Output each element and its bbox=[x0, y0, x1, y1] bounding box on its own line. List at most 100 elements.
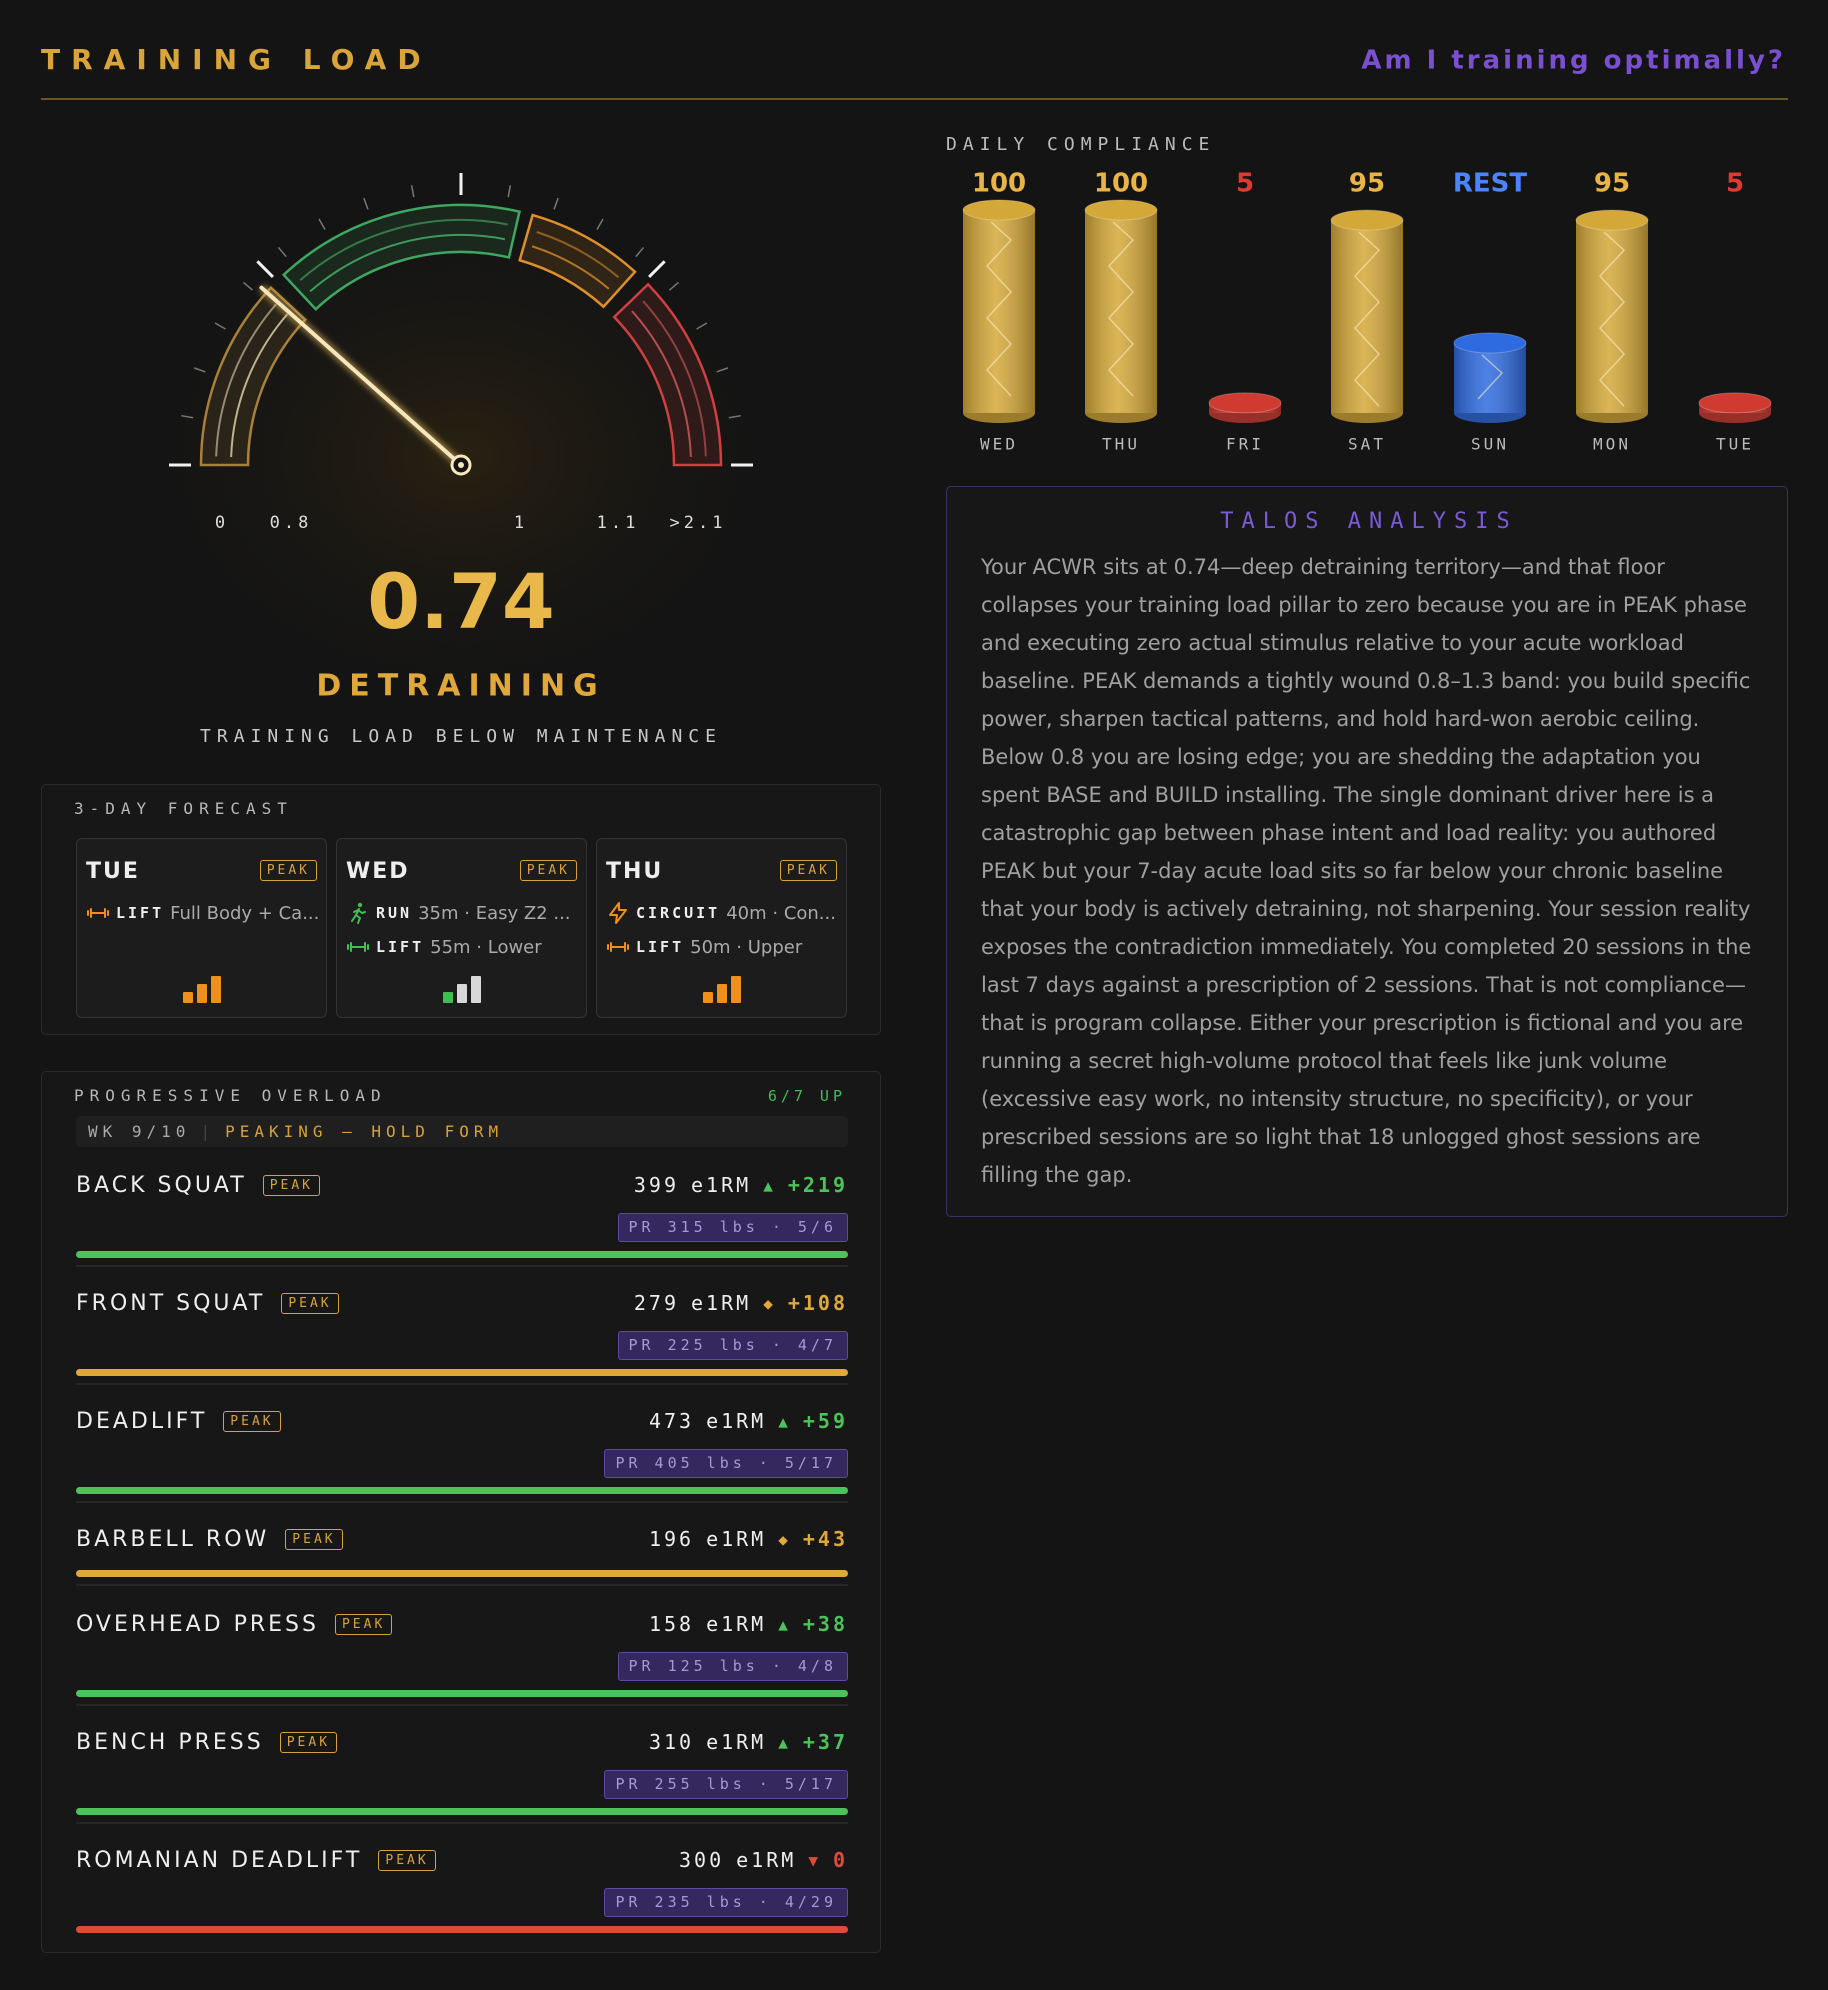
bolt bbox=[1107, 221, 1135, 397]
phase-badge: PEAK bbox=[223, 1411, 281, 1432]
zone-line bbox=[230, 313, 289, 458]
e1rm-value: 196 bbox=[648, 1527, 695, 1551]
intensity-bar bbox=[456, 984, 467, 1003]
cylinder-top bbox=[1084, 199, 1158, 221]
lift-name-group: FRONT SQUAT PEAK bbox=[76, 1291, 339, 1316]
zone-line bbox=[299, 219, 508, 281]
lift-name-group: BARBELL ROW PEAK bbox=[76, 1527, 343, 1552]
progress-bar bbox=[76, 1926, 848, 1933]
gauge-minor-tick bbox=[363, 197, 369, 210]
gauge-minor-tick bbox=[410, 185, 415, 198]
zone-line bbox=[309, 234, 506, 293]
session: LIFT Full Body + Ca... bbox=[86, 901, 319, 925]
gauge-description: TRAINING LOAD BELOW MAINTENANCE bbox=[200, 726, 722, 747]
session-type: RUN bbox=[376, 904, 413, 922]
icon-part bbox=[607, 942, 629, 952]
gauge-minor-tick bbox=[507, 185, 512, 198]
cylinder-shade bbox=[1454, 343, 1526, 413]
compliance-title: DAILY COMPLIANCE bbox=[946, 134, 1215, 155]
e1rm-value: 158 bbox=[648, 1612, 695, 1636]
forecast-panel: 3-DAY FORECAST TUE PEAK LIFT Full Body + Ca… bbox=[41, 784, 881, 1035]
lift-stats: 310 e1RM ▲ +37 bbox=[649, 1730, 848, 1754]
trend-icon: ▲ bbox=[778, 1411, 791, 1431]
gauge-minor-tick bbox=[553, 197, 559, 210]
row-separator bbox=[76, 1704, 848, 1706]
gauge-minor-tick bbox=[668, 281, 680, 291]
trend-icon: ▲ bbox=[763, 1175, 776, 1195]
pr-badge: PR 225 lbs · 4/7 bbox=[617, 1331, 848, 1360]
lift-name: DEADLIFT bbox=[76, 1409, 208, 1434]
phase-note: PEAKING — HOLD FORM bbox=[225, 1122, 504, 1141]
trend-icon: ▲ bbox=[778, 1614, 791, 1634]
session: CIRCUIT 40m · Con... bbox=[606, 901, 836, 925]
e1rm-value: 473 bbox=[648, 1409, 695, 1433]
page-title: TRAINING LOAD bbox=[41, 43, 432, 76]
session: RUN 35m · Easy Z2 ... bbox=[346, 901, 571, 925]
intensity bbox=[597, 976, 846, 1003]
gauge-minor-tick bbox=[242, 281, 254, 291]
row-separator bbox=[76, 1584, 848, 1586]
gauge-tick-label: 1.1 bbox=[597, 513, 640, 533]
icon-part bbox=[351, 908, 366, 924]
compliance-value: 100 bbox=[1094, 169, 1148, 199]
session-icon bbox=[87, 908, 109, 918]
lift-row: OVERHEAD PRESS PEAK 158 e1RM ▲ +38 PR 125 lbs … bbox=[76, 1602, 848, 1720]
lift-name-group: BENCH PRESS PEAK bbox=[76, 1730, 338, 1755]
gauge-zone bbox=[518, 213, 637, 309]
pr-badge: PR 125 lbs · 4/8 bbox=[617, 1652, 848, 1681]
e1rm-value: 300 bbox=[679, 1848, 725, 1872]
lift-name: BACK SQUAT bbox=[76, 1173, 247, 1198]
phase-badge: PEAK bbox=[259, 860, 317, 881]
forecast-day: TUE bbox=[86, 859, 140, 884]
forecast-day: THU bbox=[606, 859, 664, 884]
row-separator bbox=[76, 1501, 848, 1503]
e1rm-value: 399 bbox=[633, 1173, 680, 1197]
analysis-panel: TALOS ANALYSIS Your ACWR sits at 0.74—de… bbox=[946, 486, 1788, 1217]
intensity-bar bbox=[470, 976, 481, 1003]
session-type: LIFT bbox=[116, 904, 165, 922]
cylinder-shade bbox=[1576, 220, 1648, 413]
gauge-minor-tick bbox=[635, 246, 645, 258]
e1rm-unit: e1RM bbox=[706, 1730, 767, 1754]
session-detail: 55m · Lower bbox=[430, 936, 542, 958]
lift-name-group: OVERHEAD PRESS PEAK bbox=[76, 1612, 393, 1637]
zone-line bbox=[642, 300, 707, 457]
progress-bar bbox=[76, 1251, 848, 1258]
icon-part bbox=[87, 908, 109, 918]
pr-badge: PR 405 lbs · 5/17 bbox=[604, 1449, 848, 1478]
overload-panel: PROGRESSIVE OVERLOAD 6/7 UP WK 9/10 | PE… bbox=[41, 1071, 881, 1953]
e1rm-unit: e1RM bbox=[736, 1848, 797, 1872]
pr-badge: PR 235 lbs · 4/29 bbox=[604, 1888, 848, 1917]
phase-badge: PEAK bbox=[262, 1175, 321, 1196]
gauge-major-tick bbox=[256, 260, 274, 278]
session-icon bbox=[347, 942, 369, 952]
row-separator bbox=[76, 1265, 848, 1267]
lift-name-group: DEADLIFT PEAK bbox=[76, 1409, 281, 1434]
session-type: CIRCUIT bbox=[636, 904, 721, 922]
lift-name: ROMANIAN DEADLIFT bbox=[76, 1848, 363, 1873]
forecast-card: THU PEAK CIRCUIT 40m · Con... LIFT 50m · Uppe… bbox=[596, 838, 847, 1018]
gauge-zone bbox=[199, 285, 307, 467]
day-label: SAT bbox=[1348, 435, 1386, 454]
gauge-tick-label: >2.1 bbox=[670, 513, 727, 533]
lift-name: BENCH PRESS bbox=[76, 1730, 264, 1755]
e1rm-value: 310 bbox=[648, 1730, 695, 1754]
intensity-bar bbox=[210, 976, 221, 1003]
forecast-card: WED PEAK RUN 35m · Easy Z2 ... LIFT 55m · Low… bbox=[336, 838, 587, 1018]
e1rm-group: 310 e1RM bbox=[649, 1730, 766, 1754]
cylinder-shade bbox=[963, 210, 1035, 413]
lift-name: FRONT SQUAT bbox=[76, 1291, 266, 1316]
e1rm-unit: e1RM bbox=[706, 1612, 767, 1636]
icon-part bbox=[609, 902, 627, 924]
compliance-chart: 100 WED 100 THU 5 FRI 95 SAT REST SUN 95 MON 5 TUE bbox=[962, 169, 1772, 454]
gauge: 0 0.8 1 1.1 >2.1 bbox=[169, 173, 753, 533]
zone-line bbox=[531, 245, 610, 290]
compliance-value: 100 bbox=[972, 169, 1026, 199]
day-label: FRI bbox=[1226, 435, 1264, 454]
overload-title: PROGRESSIVE OVERLOAD bbox=[74, 1086, 387, 1105]
analysis-text: Your ACWR sits at 0.74—deep detraining t… bbox=[981, 555, 1752, 1187]
divider: | bbox=[200, 1122, 216, 1141]
trend-icon: ◆ bbox=[763, 1293, 776, 1313]
session-detail: Full Body + Ca... bbox=[170, 902, 320, 924]
